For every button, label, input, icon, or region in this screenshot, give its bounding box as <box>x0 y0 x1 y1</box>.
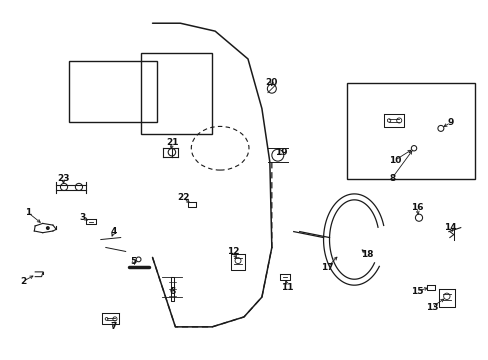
Text: 6: 6 <box>169 287 175 296</box>
Text: 4: 4 <box>110 227 117 236</box>
Text: 22: 22 <box>177 193 189 202</box>
Bar <box>346 83 474 179</box>
Text: 5: 5 <box>130 257 137 266</box>
Text: 21: 21 <box>166 138 178 147</box>
Text: 12: 12 <box>226 247 239 256</box>
Text: 15: 15 <box>410 287 423 296</box>
Text: 7: 7 <box>110 322 117 331</box>
Text: 23: 23 <box>57 174 69 183</box>
Text: 16: 16 <box>410 203 423 212</box>
Text: 10: 10 <box>388 156 401 165</box>
Text: 3: 3 <box>80 213 86 222</box>
Text: 1: 1 <box>25 208 31 217</box>
Text: 20: 20 <box>265 78 278 87</box>
Text: 11: 11 <box>281 283 293 292</box>
Text: 14: 14 <box>444 223 456 232</box>
Circle shape <box>46 227 49 229</box>
Text: 9: 9 <box>447 118 453 127</box>
Text: 19: 19 <box>275 148 287 157</box>
Text: 18: 18 <box>360 250 373 259</box>
Text: 8: 8 <box>388 174 394 183</box>
Text: 13: 13 <box>425 302 437 311</box>
Bar <box>141 53 212 134</box>
Text: 17: 17 <box>321 263 333 272</box>
Bar <box>69 61 156 122</box>
Text: 2: 2 <box>20 277 26 286</box>
